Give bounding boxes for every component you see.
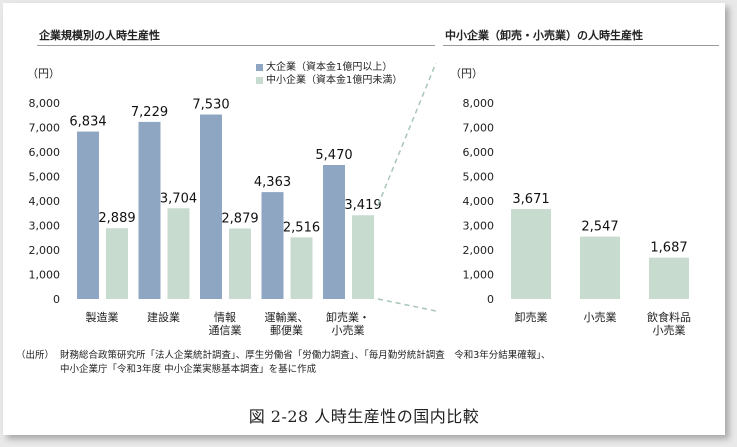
source-note: （出所） 財務総合政策研究所「法人企業統計調査」、厚生労働省「労働力調査」、「毎…: [16, 349, 716, 377]
left-value-label: 7,229: [131, 105, 168, 120]
right-chart: 0 1,000 2,000 3,000 4,000 5,000 6,000 7,000 8,00…: [463, 97, 692, 337]
left-value-label: 2,889: [98, 211, 135, 226]
left-value-label: 5,470: [315, 148, 352, 163]
legend-item-large: 大企業（資本金1億円以上）: [256, 61, 402, 74]
legend-item-sme: 中小企業（資本金1億円未満）: [256, 74, 402, 87]
left-bar: [352, 215, 374, 299]
right-ytick-label: 7,000: [463, 122, 495, 135]
right-ytick-label: 3,000: [463, 220, 495, 233]
left-bar: [323, 164, 345, 299]
source-label: （出所）: [16, 350, 55, 361]
left-ytick-label: 5,000: [29, 171, 61, 184]
left-category-label: 通信業: [209, 324, 242, 337]
left-category-label: 情報: [214, 311, 236, 324]
legend-label-sme: 中小企業（資本金1億円未満）: [266, 75, 403, 86]
legend-label-large: 大企業（資本金1億円以上）: [266, 62, 393, 73]
connector-line-bottom: [377, 298, 437, 312]
left-value-label: 3,419: [344, 198, 381, 213]
right-value-label: 2,547: [581, 220, 618, 235]
left-category-label: 製造業: [86, 310, 119, 324]
left-chart: 0 1,000 2,000 3,000 4,000 5,000 6,000 7,000 8,00…: [29, 97, 382, 337]
right-category-label: 小売業: [584, 311, 617, 324]
right-ytick-label: 1,000: [463, 269, 495, 282]
right-bar: [580, 236, 620, 299]
left-ytick-label: 1,000: [29, 269, 61, 282]
legend-swatch-large: [256, 64, 263, 71]
left-ytick-label: 8,000: [29, 97, 61, 110]
figure-card: 企業規模別の人時生産性 中小企業（卸売・小売業）の人時生産性 （円） （円） 大…: [3, 3, 725, 435]
left-bar: [200, 114, 222, 299]
right-bar: [511, 209, 551, 299]
right-category-label: 飲食料品: [647, 310, 691, 324]
left-category-label: 郵便業: [270, 324, 303, 337]
right-ytick-label: 6,000: [463, 146, 495, 159]
legend-swatch-sme: [256, 77, 263, 84]
left-bar: [167, 208, 190, 299]
right-category-label: 卸売業: [515, 310, 548, 324]
left-ytick-label: 6,000: [29, 146, 61, 159]
left-category-label: 卸売業・: [326, 310, 370, 324]
left-bar: [290, 237, 313, 299]
source-line-1: （出所） 財務総合政策研究所「法人企業統計調査」、厚生労働省「労働力調査」、「毎…: [16, 349, 716, 363]
left-value-label: 7,530: [192, 98, 229, 113]
left-ytick-label: 0: [53, 293, 60, 306]
right-ytick-label: 4,000: [463, 195, 495, 208]
right-value-label: 3,671: [512, 192, 549, 207]
left-value-label: 2,879: [221, 211, 258, 226]
right-ytick-label: 5,000: [463, 171, 495, 184]
left-unit-label: （円）: [27, 67, 60, 80]
right-value-label: 1,687: [650, 241, 687, 256]
left-bar: [229, 228, 251, 299]
left-bar: [106, 228, 128, 299]
left-value-label: 4,363: [254, 175, 291, 190]
left-bar: [138, 121, 161, 300]
zoom-connectors: [377, 62, 437, 312]
left-bar: [261, 192, 284, 299]
left-value-label: 3,704: [160, 191, 197, 206]
left-ytick-label: 3,000: [29, 220, 61, 233]
source-text-1: 財務総合政策研究所「法人企業統計調査」、厚生労働省「労働力調査」、「毎月勤労統計…: [60, 350, 551, 361]
left-ytick-label: 2,000: [29, 244, 61, 257]
right-bar: [649, 257, 689, 299]
source-line-2: 中小企業庁「令和3年度 中小企業実態基本調査」を基に作成: [16, 363, 716, 377]
connector-line-top: [377, 62, 437, 206]
left-title-rule: [37, 45, 435, 46]
left-category-label: 運輸業、: [265, 310, 309, 324]
left-ytick-label: 4,000: [29, 195, 61, 208]
figure-caption: 図 2-28 人時生産性の国内比較: [248, 407, 480, 426]
chart-legend: 大企業（資本金1億円以上） 中小企業（資本金1億円未満）: [256, 61, 402, 87]
source-text-2: 中小企業庁「令和3年度 中小企業実態基本調査」を基に作成: [60, 364, 317, 375]
left-ytick-label: 7,000: [29, 122, 61, 135]
left-category-label: 小売業: [332, 324, 365, 337]
right-ytick-label: 2,000: [463, 244, 495, 257]
source-label-spacer: [16, 363, 60, 377]
right-category-label: 小売業: [653, 324, 686, 337]
right-unit-label: （円）: [450, 67, 483, 80]
right-chart-title: 中小企業（卸売・小売業）の人時生産性: [445, 29, 643, 42]
left-bar: [77, 131, 99, 299]
right-ytick-label: 8,000: [463, 97, 495, 110]
left-value-label: 6,834: [69, 115, 106, 130]
right-title-rule: [443, 45, 719, 46]
left-value-label: 2,516: [283, 220, 320, 235]
charts-svg: 0 1,000 2,000 3,000 4,000 5,000 6,000 7,000 8,00…: [29, 62, 692, 337]
right-ytick-label: 0: [487, 293, 494, 306]
left-chart-title: 企業規模別の人時生産性: [39, 29, 160, 42]
left-category-label: 建設業: [147, 310, 180, 324]
